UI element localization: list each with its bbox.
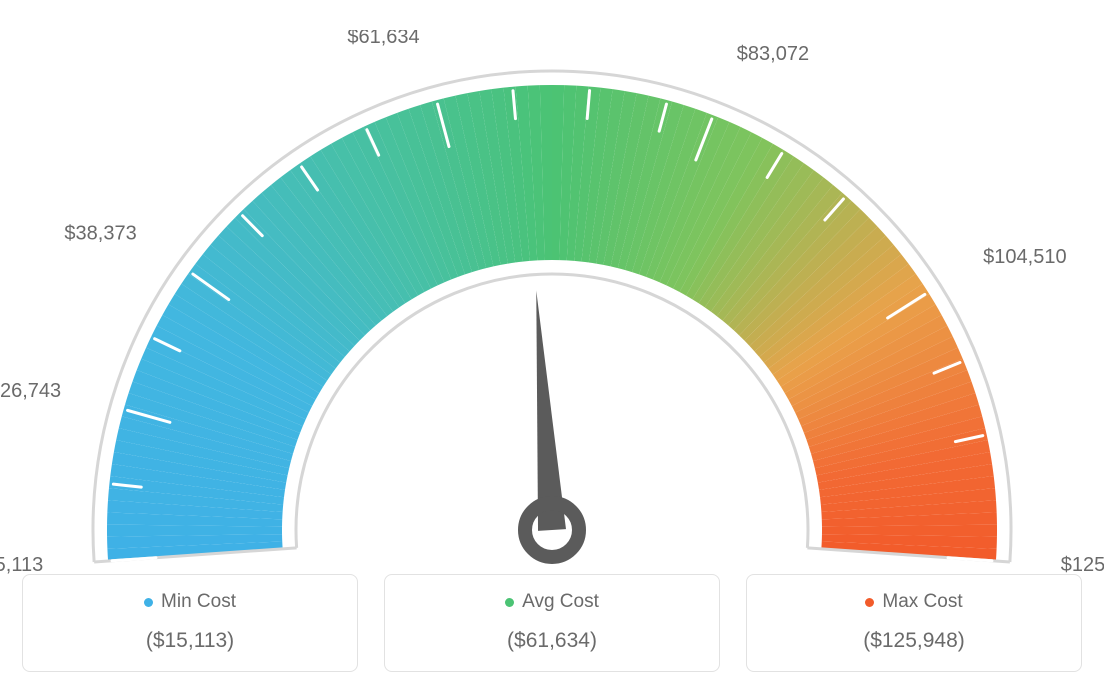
legend-card-avg: Avg Cost ($61,634)	[384, 574, 720, 672]
legend-card-min: Min Cost ($15,113)	[22, 574, 358, 672]
legend-title-min: Min Cost	[144, 591, 236, 613]
legend-title-max: Max Cost	[865, 591, 962, 613]
legend-title-max-text: Max Cost	[882, 591, 962, 613]
gauge-svg: $15,113 $26,743 $38,373 $61,634 $83,072 $104,…	[0, 30, 1104, 590]
dot-min-icon	[144, 598, 153, 607]
legend-value-min: ($15,113)	[33, 629, 347, 653]
legend-value-avg: ($61,634)	[395, 629, 709, 653]
legend-title-avg-text: Avg Cost	[522, 591, 599, 613]
legend-card-max: Max Cost ($125,948)	[746, 574, 1082, 672]
legend-row: Min Cost ($15,113) Avg Cost ($61,634) Ma…	[0, 574, 1104, 672]
dot-avg-icon	[505, 598, 514, 607]
legend-title-min-text: Min Cost	[161, 591, 236, 613]
svg-text:$15,113: $15,113	[0, 554, 43, 576]
svg-text:$26,743: $26,743	[0, 380, 61, 402]
svg-text:$61,634: $61,634	[347, 30, 419, 48]
dot-max-icon	[865, 598, 874, 607]
gauge-chart: $15,113$26,743$38,373$61,634$83,072$104,…	[0, 0, 1104, 560]
svg-text:$125,948: $125,948	[1061, 554, 1104, 576]
svg-text:$83,072: $83,072	[737, 43, 809, 65]
legend-value-max: ($125,948)	[757, 629, 1071, 653]
legend-title-avg: Avg Cost	[505, 591, 599, 613]
svg-text:$38,373: $38,373	[64, 222, 136, 244]
svg-text:$104,510: $104,510	[983, 246, 1066, 268]
